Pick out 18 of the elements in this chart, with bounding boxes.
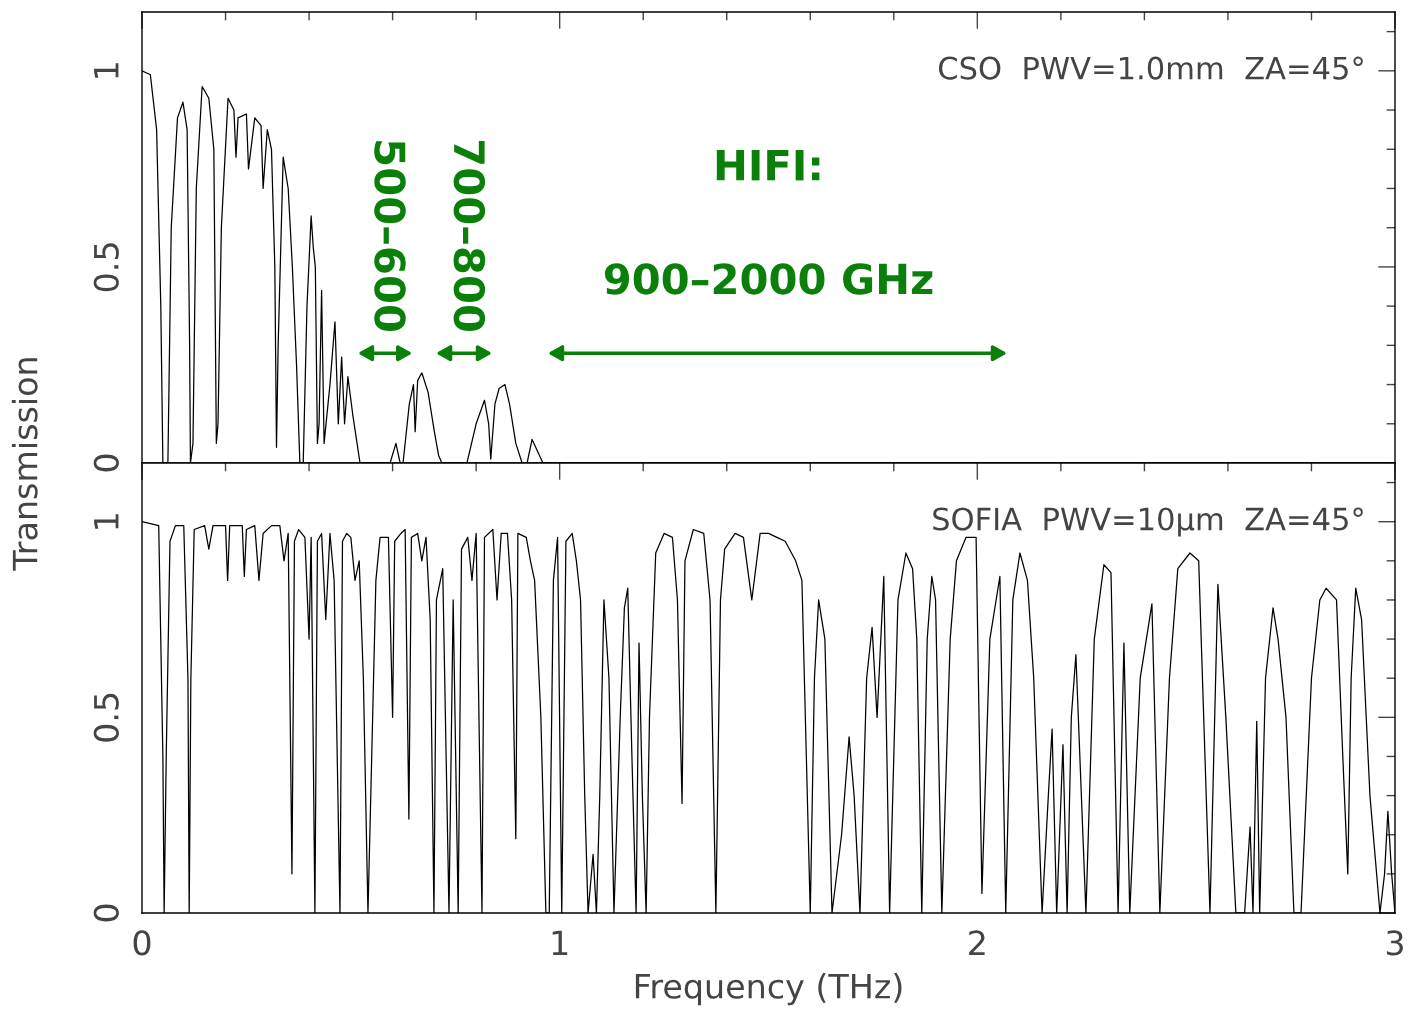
y-axis-title: Transmission <box>11 358 38 571</box>
annotation: HIFI: <box>716 149 820 181</box>
annotation: CSO PWV=1.0mm ZA=45° <box>938 56 1363 80</box>
y-tick-label: 0.5 <box>93 243 119 292</box>
annotation: SOFIA PWV=10μm ZA=45° <box>933 507 1363 537</box>
x-tick-label: 3 <box>1386 930 1403 956</box>
y-tick-label: 1 <box>94 63 119 78</box>
x-tick-label: 2 <box>969 930 985 955</box>
y-tick-label: 0.5 <box>93 693 119 742</box>
annotation: 700–800 <box>453 140 486 331</box>
x-axis-title: Frequency (THz) <box>635 973 902 1006</box>
y-tick-label: 0 <box>93 904 119 922</box>
x-tick-label: 0 <box>133 930 151 956</box>
x-tick-label: 1 <box>552 930 568 955</box>
annotation: 900–2000 GHz <box>604 263 933 295</box>
y-tick-label: 1 <box>94 514 119 529</box>
annotation: 500–600 <box>374 141 406 331</box>
y-tick-label: 0 <box>93 454 119 472</box>
